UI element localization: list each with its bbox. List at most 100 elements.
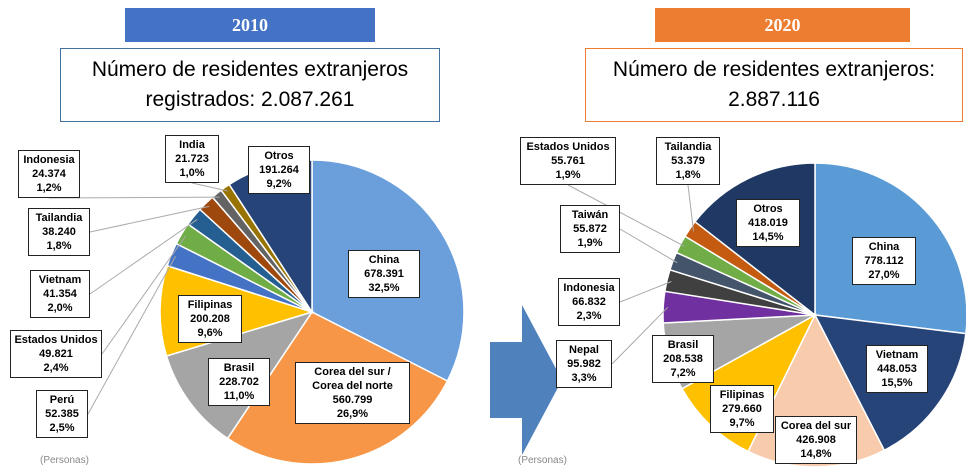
slice-name: Corea del sur / Corea del norte: [312, 366, 393, 392]
panel-subtitle: Número de residentes extranjeros registr…: [60, 48, 440, 122]
slice-percent: 2,3%: [576, 310, 602, 322]
slice-value: 24.374: [32, 168, 66, 180]
slice-name: Filipinas: [187, 299, 233, 311]
slice-percent: 14,8%: [800, 448, 832, 460]
data-label: Perú 52.385 2,5%: [36, 390, 88, 438]
slice-name: China: [368, 254, 400, 266]
slice-percent: 3,3%: [571, 372, 597, 384]
slice-percent: 1,9%: [555, 169, 581, 181]
leader-line: [619, 228, 678, 264]
leader-line: [687, 184, 695, 232]
slice-percent: 11,0%: [223, 390, 255, 402]
leader-line: [567, 184, 685, 247]
slice-percent: 7,2%: [670, 367, 696, 379]
leader-line: [619, 281, 672, 303]
slice-name: China: [868, 241, 900, 253]
slice-value: 66.832: [572, 296, 606, 308]
leader-line: [191, 182, 228, 192]
data-label: Filipinas 200.208 9,6%: [178, 295, 242, 343]
slice-percent: 32,5%: [368, 282, 400, 294]
slice-percent: 2,4%: [43, 362, 69, 374]
data-label: Vietnam 41.354 2,0%: [30, 270, 90, 318]
slice-value: 49.821: [39, 348, 73, 360]
slice-percent: 2,0%: [47, 302, 73, 314]
slice-value: 279.660: [722, 403, 762, 415]
slice-percent: 2,5%: [49, 422, 75, 434]
data-label: Tailandia 38.240 1,8%: [28, 208, 90, 256]
slice-value: 678.391: [364, 268, 404, 280]
leader-line: [89, 219, 198, 295]
slice-value: 426.908: [796, 434, 836, 446]
slice-name: Brasil: [667, 339, 699, 351]
data-label: Estados Unidos 49.821 2,4%: [10, 330, 102, 378]
slice-name: Taiwán: [571, 209, 609, 221]
slice-value: 53.379: [671, 155, 705, 167]
slice-percent: 1,2%: [36, 182, 62, 194]
slice-value: 38.240: [42, 226, 76, 238]
slice-value: 448.053: [877, 363, 917, 375]
leader-line: [87, 255, 176, 415]
slice-percent: 1,0%: [179, 167, 205, 179]
leader-line: [611, 306, 669, 365]
data-label: Taiwán 55.872 1,9%: [560, 205, 620, 253]
panel-title: 2010: [125, 8, 375, 42]
data-label: India 21.723 1,0%: [165, 135, 219, 183]
data-label: Brasil 228.702 11,0%: [208, 358, 270, 406]
slice-name: Nepal: [569, 344, 599, 356]
leader-line: [101, 235, 187, 355]
slice-name: Estados Unidos: [526, 141, 610, 153]
slice-name: Filipinas: [719, 389, 765, 401]
slice-percent: 26,9%: [336, 408, 369, 420]
arrow: [490, 305, 562, 455]
leader-line: [89, 205, 210, 233]
data-label: Vietnam 448.053 15,5%: [866, 345, 928, 393]
data-label: Brasil 208.538 7,2%: [652, 335, 714, 383]
slice-value: 21.723: [175, 153, 209, 165]
slice-name: Tailandia: [664, 141, 712, 153]
slice-name: Perú: [49, 394, 75, 406]
unit-note: (Personas): [518, 455, 567, 466]
slice-name: Indonesia: [23, 154, 75, 166]
slice-percent: 27,0%: [868, 269, 900, 281]
slice-name: India: [179, 139, 205, 151]
slice-name: Vietnam: [875, 349, 919, 361]
slice-name: Otros: [264, 150, 294, 162]
slice-percent: 9,6%: [197, 327, 223, 339]
slice-value: 208.538: [663, 353, 703, 365]
slice-percent: 9,2%: [266, 178, 292, 190]
slice-percent: 9,7%: [729, 417, 755, 429]
slice-name: Estados Unidos: [14, 334, 98, 346]
unit-note: (Personas): [40, 455, 89, 466]
slice-value: 228.702: [219, 376, 259, 388]
slice-name: Indonesia: [563, 282, 615, 294]
slice-value: 778.112: [864, 255, 904, 267]
slice-name: Vietnam: [38, 274, 82, 286]
slice-value: 418.019: [748, 217, 788, 229]
slice-value: 55.872: [573, 223, 607, 235]
slice-name: Brasil: [223, 362, 255, 374]
slice-value: 55.761: [551, 155, 585, 167]
data-label: China 778.112 27,0%: [852, 237, 916, 285]
slice-value: 200.208: [190, 313, 230, 325]
data-label: Indonesia 66.832 2,3%: [558, 278, 620, 326]
slice-percent: 14,5%: [752, 231, 784, 243]
slice-percent: 1,8%: [46, 240, 72, 252]
data-label: Indonesia 24.374 1,2%: [18, 150, 80, 198]
slice-value: 95.982: [567, 358, 601, 370]
slice-name: Otros: [753, 203, 783, 215]
data-label: Tailandia 53.379 1,8%: [656, 137, 720, 185]
slice-value: 52.385: [45, 408, 79, 420]
slice-value: 560.799: [332, 394, 373, 406]
slice-value: 191.264: [259, 164, 299, 176]
slice-name: Tailandia: [35, 212, 83, 224]
slice-percent: 1,8%: [675, 169, 701, 181]
data-label: Nepal 95.982 3,3%: [556, 340, 612, 388]
panel-subtitle: Número de residentes extranjeros: 2.887.…: [585, 48, 963, 122]
data-label: Otros 191.264 9,2%: [248, 146, 310, 194]
slice-value: 41.354: [43, 288, 77, 300]
data-label: Filipinas 279.660 9,7%: [710, 385, 774, 433]
slice-percent: 15,5%: [881, 377, 913, 389]
data-label: Otros 418.019 14,5%: [736, 199, 800, 247]
data-label: China 678.391 32,5%: [348, 250, 420, 298]
